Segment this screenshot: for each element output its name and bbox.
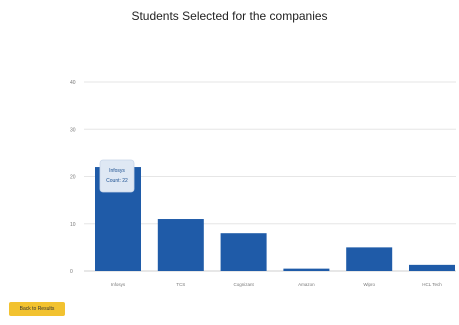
bar[interactable] bbox=[283, 268, 330, 271]
y-tick-label: 30 bbox=[70, 127, 76, 133]
x-tick-label: HCL Tech bbox=[422, 282, 442, 287]
bar[interactable] bbox=[409, 264, 455, 271]
x-tick-label: Amazon bbox=[298, 282, 315, 287]
tooltip-value: Count: 22 bbox=[106, 178, 128, 184]
y-tick-label: 20 bbox=[70, 175, 76, 181]
x-tick-label: TCS bbox=[176, 282, 185, 287]
chart-title: Students Selected for the companies bbox=[131, 9, 328, 23]
y-tick-label: 40 bbox=[70, 80, 76, 86]
bar[interactable] bbox=[220, 233, 267, 271]
labels-layer: 0 10 20 30 40 Infosys TCS Cognizant Amazon Wipro H… bbox=[70, 80, 442, 287]
tooltip-layer: Infosys Count: 22 bbox=[99, 159, 135, 193]
y-tick-label: 10 bbox=[70, 222, 76, 228]
back-to-results-button[interactable]: Back to Results bbox=[9, 302, 65, 316]
x-tick-label: Infosys bbox=[111, 282, 126, 287]
x-tick-label: Wipro bbox=[363, 282, 375, 287]
grid-layer bbox=[84, 81, 456, 272]
bars-layer bbox=[95, 167, 455, 271]
tooltip-box bbox=[99, 159, 135, 193]
tooltip-title: Infosys bbox=[109, 168, 125, 174]
bar[interactable] bbox=[157, 219, 204, 271]
bar[interactable] bbox=[346, 247, 393, 271]
x-tick-label: Cognizant bbox=[233, 282, 254, 287]
y-tick-label: 0 bbox=[70, 269, 73, 275]
